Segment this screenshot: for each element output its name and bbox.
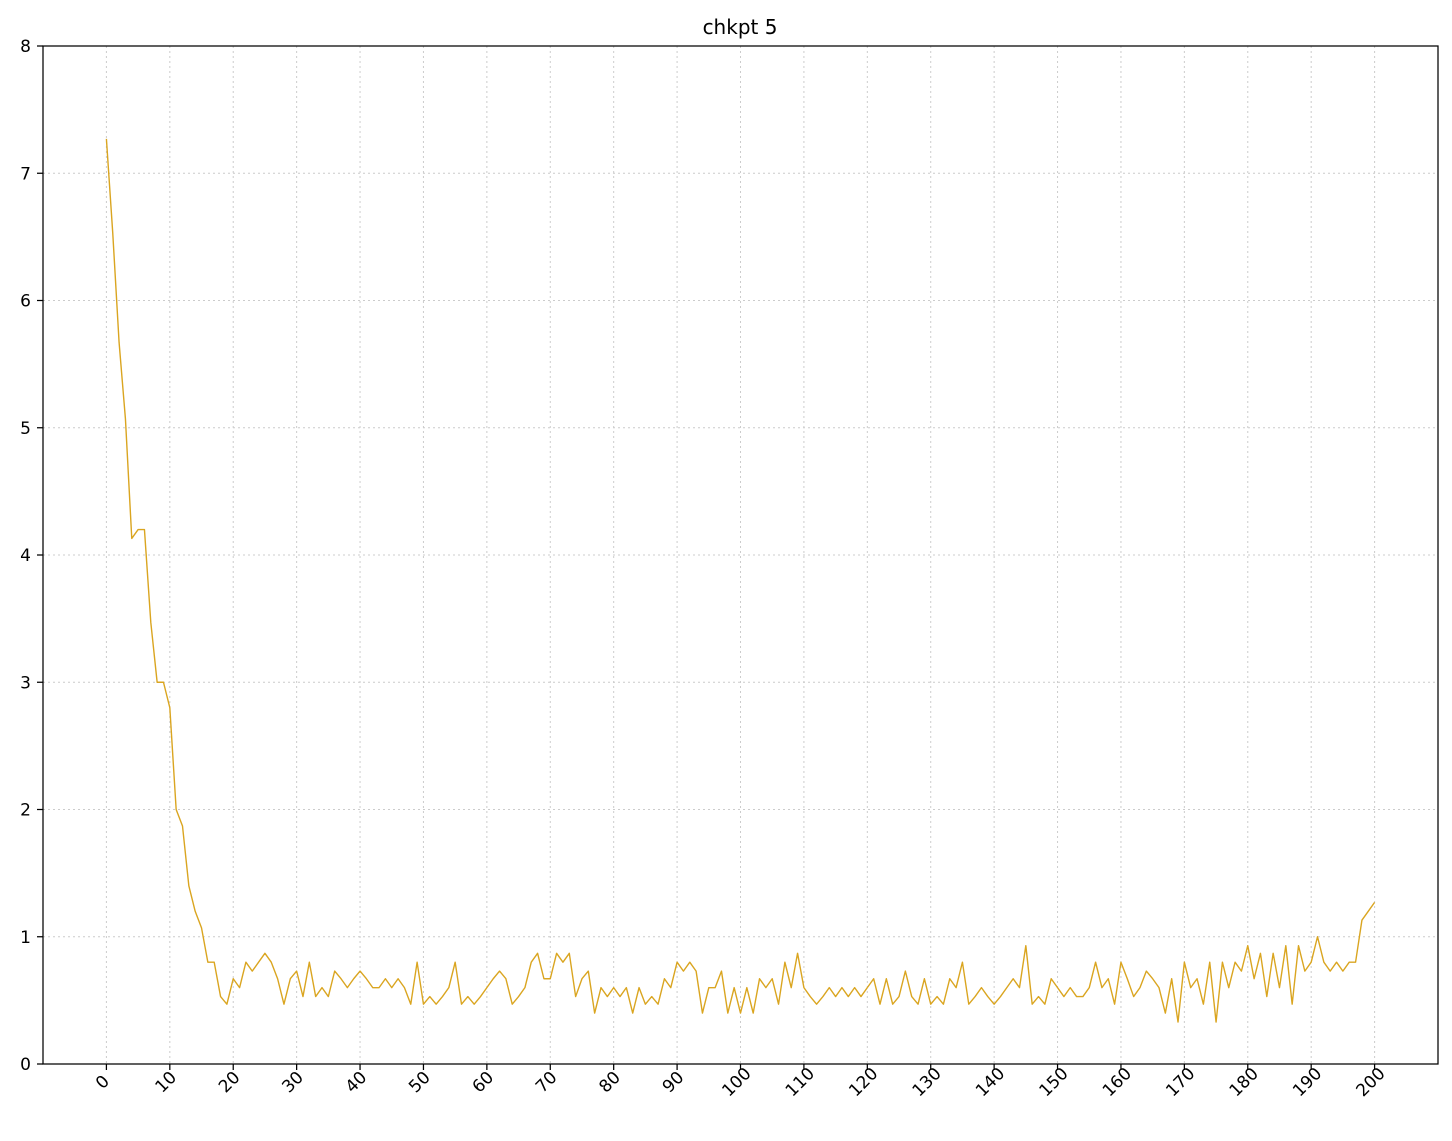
x-tick-label: 110	[782, 1064, 819, 1101]
x-tick-label: 150	[1035, 1064, 1072, 1101]
x-tick-label: 0	[92, 1072, 114, 1094]
x-tick-label: 100	[718, 1064, 755, 1101]
x-tick-label: 120	[845, 1064, 882, 1101]
y-tick-label: 3	[20, 673, 31, 693]
y-tick-label: 8	[20, 37, 31, 57]
x-tick-label: 180	[1226, 1064, 1263, 1101]
x-tick-label: 70	[532, 1068, 561, 1097]
x-tick-label: 160	[1099, 1064, 1136, 1101]
x-tick-label: 170	[1162, 1064, 1199, 1101]
x-tick-label: 80	[595, 1068, 624, 1097]
grid-lines	[43, 46, 1438, 1064]
x-tick-label: 190	[1289, 1064, 1326, 1101]
x-tick-label: 10	[152, 1068, 181, 1097]
y-tick-label: 2	[20, 801, 31, 821]
x-tick-label: 130	[909, 1064, 946, 1101]
x-tick-label: 20	[215, 1068, 244, 1097]
y-tick-label: 4	[20, 546, 31, 566]
x-tick-label: 50	[405, 1068, 434, 1097]
x-tick-label: 40	[342, 1068, 371, 1097]
chart-title: chkpt 5	[703, 15, 778, 39]
y-tick-label: 5	[20, 419, 31, 439]
x-tick-label: 140	[972, 1064, 1009, 1101]
y-tick-label: 1	[20, 928, 31, 948]
x-tick-label: 200	[1353, 1064, 1390, 1101]
y-axis-ticks: 0 1 2 3 4 5 6 7 8	[20, 37, 43, 1075]
x-axis-ticks: 0 10 20 30 40 50 60 70 80 90 100 110 120 130 140 150 160…	[92, 1064, 1390, 1101]
x-tick-label: 60	[469, 1068, 498, 1097]
y-tick-label: 6	[20, 292, 31, 312]
x-tick-label: 30	[278, 1068, 307, 1097]
x-tick-label: 90	[659, 1068, 688, 1097]
y-tick-label: 7	[20, 164, 31, 184]
y-tick-label: 0	[20, 1055, 31, 1075]
